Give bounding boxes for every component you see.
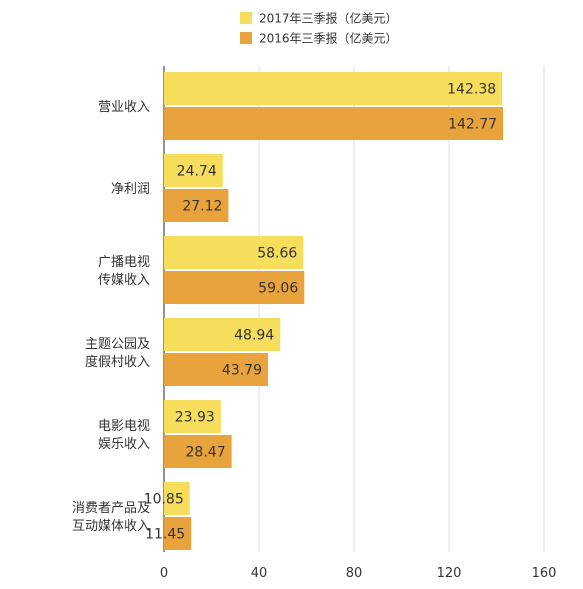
bar [164,72,503,105]
legend-swatch [240,12,252,24]
bar [164,435,232,468]
data-label: 48.94 [234,328,274,344]
category-label: 净利润 [111,182,150,197]
bar [164,271,305,304]
data-label: 24.74 [177,164,217,180]
bar [164,318,281,351]
data-label: 142.77 [448,117,497,133]
data-label: 23.93 [175,410,215,426]
data-label: 11.45 [145,527,185,543]
data-label: 43.79 [222,363,262,379]
legend-label: 2017年三季报（亿美元） [259,11,398,26]
legend-label: 2016年三季报（亿美元） [259,31,398,46]
data-label: 59.06 [258,281,298,297]
x-tick-label: 0 [160,566,168,581]
bar [164,353,269,386]
bar [164,154,223,187]
category-label: 广播电视传媒收入 [98,255,150,288]
category-label: 电影电视娱乐收入 [98,419,150,452]
bar [164,236,304,269]
bar [164,482,190,515]
legend-swatch [240,32,252,44]
data-label: 142.38 [447,82,496,98]
bar [164,517,192,550]
category-label: 消费者产品及互动媒体收入 [72,501,150,534]
data-label: 28.47 [186,445,226,461]
data-label: 58.66 [257,246,297,262]
data-label: 27.12 [182,199,222,215]
data-label: 10.85 [144,492,184,508]
bar [164,400,221,433]
x-tick-label: 80 [346,566,363,581]
category-label: 营业收入 [98,100,150,115]
category-label: 主题公园及度假村收入 [85,337,150,370]
x-tick-label: 120 [437,566,462,581]
x-tick-label: 40 [251,566,268,581]
bar [164,189,229,222]
bar [164,107,504,140]
x-tick-label: 160 [532,566,557,581]
